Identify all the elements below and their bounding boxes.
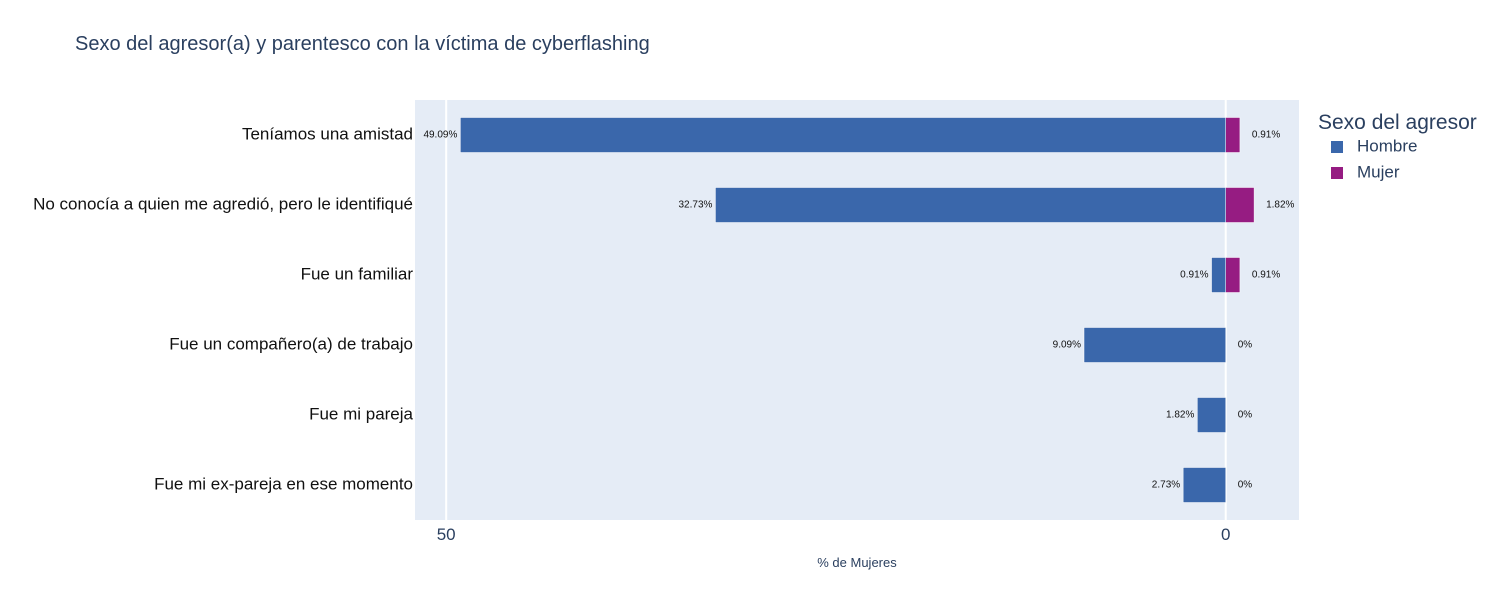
- bar-hombre: [1211, 257, 1226, 293]
- category-label: Fue un familiar: [301, 264, 414, 283]
- legend-label: Hombre: [1357, 136, 1417, 155]
- bar-hombre: [715, 187, 1226, 223]
- legend-title: Sexo del agresor: [1318, 111, 1477, 134]
- bars: [460, 117, 1255, 503]
- data-label-mujer: 0%: [1238, 480, 1253, 491]
- data-label-mujer: 1.82%: [1266, 200, 1294, 211]
- data-label-mujer: 0.91%: [1252, 130, 1280, 141]
- chart-title: Sexo del agresor(a) y parentesco con la …: [75, 33, 650, 55]
- x-axis-title: % de Mujeres: [817, 555, 897, 570]
- bar-hombre: [1083, 327, 1226, 363]
- bar-hombre: [1182, 467, 1226, 503]
- data-label-hombre: 2.73%: [1152, 480, 1180, 491]
- category-label: Fue mi ex-pareja en ese momento: [154, 474, 413, 493]
- legend-label: Mujer: [1357, 162, 1400, 181]
- bar-hombre: [1197, 397, 1226, 433]
- x-tick-label: 50: [437, 525, 456, 544]
- value-labels: 49.09% 0.91% 32.73% 1.82% 0.91% 0.91% 9.09% 0% 1…: [423, 130, 1294, 491]
- category-label: Fue un compañero(a) de trabajo: [169, 334, 413, 353]
- data-label-hombre: 49.09%: [423, 130, 457, 141]
- legend-swatch: [1331, 167, 1343, 179]
- bar-mujer: [1225, 117, 1241, 153]
- data-label-mujer: 0.91%: [1252, 270, 1280, 281]
- plot-area: [415, 100, 1299, 520]
- x-tick-label: 0: [1221, 525, 1230, 544]
- category-label: Teníamos una amistad: [242, 124, 413, 143]
- category-label: Fue mi pareja: [309, 404, 413, 423]
- x-axis-tick-labels: 50 0: [437, 525, 1231, 544]
- data-label-hombre: 32.73%: [679, 200, 713, 211]
- legend: Sexo del agresor Hombre Mujer: [1318, 111, 1477, 181]
- data-label-hombre: 0.91%: [1180, 270, 1208, 281]
- bar-hombre: [460, 117, 1226, 153]
- data-label-mujer: 0%: [1238, 340, 1253, 351]
- data-label-mujer: 0%: [1238, 410, 1253, 421]
- bar-mujer: [1225, 187, 1255, 223]
- legend-swatch: [1331, 141, 1343, 153]
- gridlines: [445, 100, 1227, 520]
- bar-mujer: [1225, 257, 1241, 293]
- legend-items: Hombre Mujer: [1331, 136, 1417, 181]
- data-label-hombre: 9.09%: [1053, 340, 1081, 351]
- y-axis-tick-labels: Teníamos una amistad No conocía a quien m…: [33, 124, 413, 493]
- data-label-hombre: 1.82%: [1166, 410, 1194, 421]
- category-label: No conocía a quien me agredió, pero le i…: [33, 194, 413, 213]
